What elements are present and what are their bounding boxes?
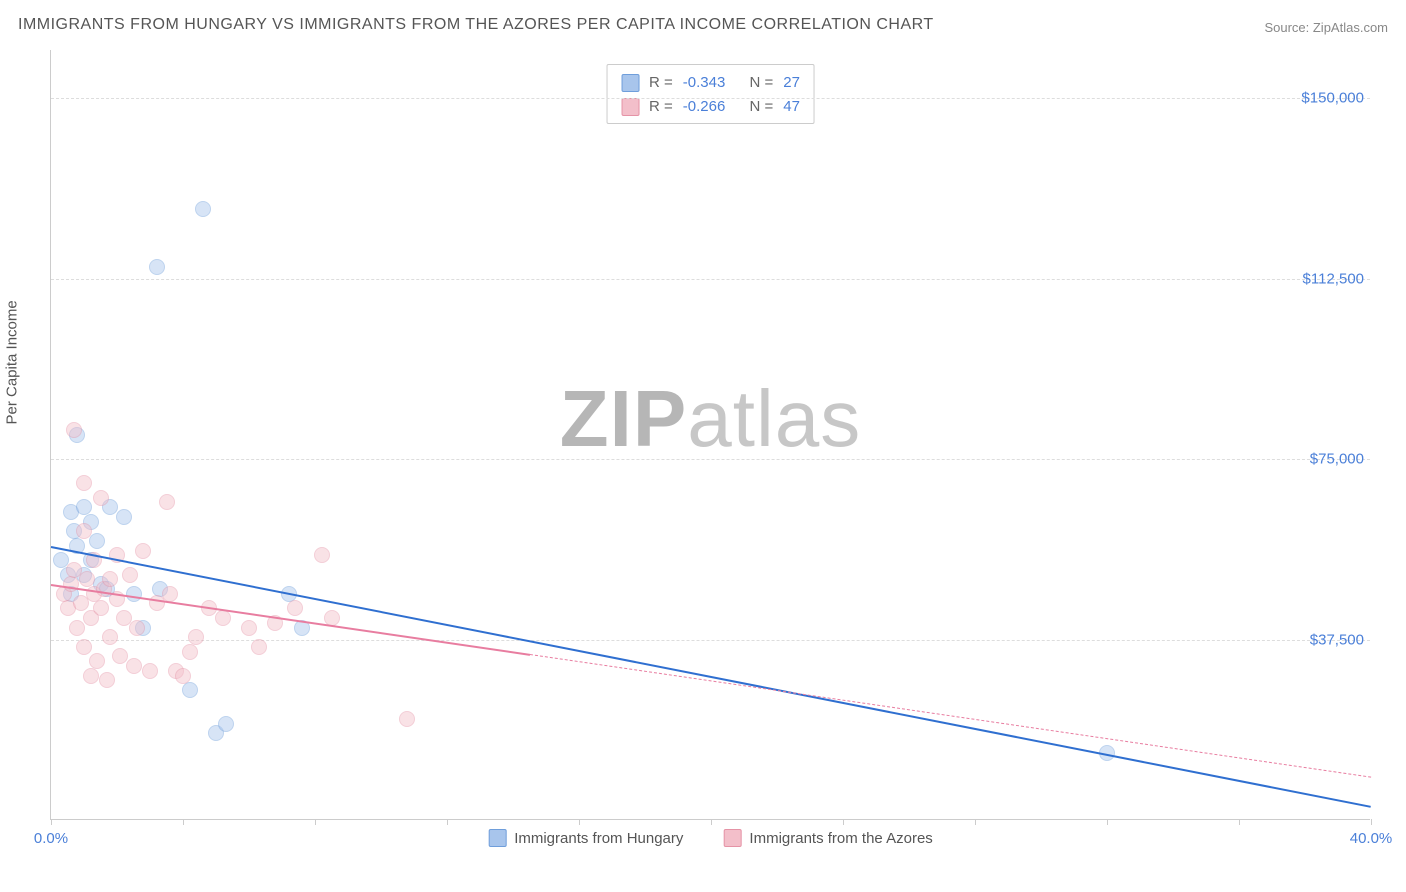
x-tick	[843, 819, 844, 825]
chart-title: IMMIGRANTS FROM HUNGARY VS IMMIGRANTS FR…	[18, 16, 934, 34]
scatter-point	[135, 543, 151, 559]
x-tick-label: 40.0%	[1350, 830, 1393, 847]
x-tick	[1371, 819, 1372, 825]
scatter-point	[218, 716, 234, 732]
bottom-legend: Immigrants from Hungary Immigrants from …	[488, 829, 933, 847]
scatter-point	[241, 620, 257, 636]
scatter-point	[142, 663, 158, 679]
scatter-point	[102, 571, 118, 587]
y-tick-label: $112,500	[1274, 270, 1364, 287]
legend-swatch-hungary	[488, 829, 506, 847]
scatter-point	[182, 644, 198, 660]
x-tick	[183, 819, 184, 825]
scatter-point	[116, 509, 132, 525]
scatter-point	[76, 475, 92, 491]
scatter-point	[215, 610, 231, 626]
chart-plot-area: ZIPatlas R = -0.343 N = 27 R = -0.266 N …	[50, 50, 1370, 820]
x-tick-label: 0.0%	[34, 830, 68, 847]
scatter-point	[287, 600, 303, 616]
scatter-point	[149, 259, 165, 275]
x-tick	[579, 819, 580, 825]
scatter-point	[83, 668, 99, 684]
scatter-point	[76, 523, 92, 539]
stat-legend-box: R = -0.343 N = 27 R = -0.266 N = 47	[606, 64, 815, 124]
scatter-point	[159, 494, 175, 510]
bottom-legend-item: Immigrants from Hungary	[488, 829, 683, 847]
source-label: Source: ZipAtlas.com	[1264, 20, 1388, 35]
scatter-point	[102, 629, 118, 645]
y-tick-label: $75,000	[1274, 451, 1364, 468]
legend-label-azores: Immigrants from the Azores	[749, 830, 932, 847]
scatter-point	[175, 668, 191, 684]
x-tick	[975, 819, 976, 825]
x-tick	[51, 819, 52, 825]
scatter-point	[314, 547, 330, 563]
x-tick	[1239, 819, 1240, 825]
scatter-point	[93, 600, 109, 616]
x-tick	[447, 819, 448, 825]
x-tick	[711, 819, 712, 825]
gridline	[51, 279, 1370, 280]
watermark: ZIPatlas	[560, 373, 861, 465]
n-label: N =	[750, 71, 774, 95]
legend-swatch-hungary	[621, 74, 639, 92]
scatter-point	[399, 711, 415, 727]
scatter-point	[129, 620, 145, 636]
scatter-point	[76, 639, 92, 655]
scatter-point	[89, 533, 105, 549]
scatter-point	[182, 682, 198, 698]
regression-line	[529, 654, 1371, 778]
regression-line	[51, 546, 1371, 808]
scatter-point	[188, 629, 204, 645]
y-tick-label: $37,500	[1274, 631, 1364, 648]
scatter-point	[66, 422, 82, 438]
gridline	[51, 459, 1370, 460]
x-tick	[315, 819, 316, 825]
stat-legend-row: R = -0.343 N = 27	[621, 71, 800, 95]
bottom-legend-item: Immigrants from the Azores	[723, 829, 932, 847]
watermark-light: atlas	[687, 374, 861, 463]
y-tick-label: $150,000	[1274, 90, 1364, 107]
y-axis-title: Per Capita Income	[4, 300, 21, 424]
scatter-point	[126, 586, 142, 602]
scatter-point	[93, 490, 109, 506]
n-value-hungary: 27	[783, 71, 800, 95]
scatter-point	[162, 586, 178, 602]
legend-label-hungary: Immigrants from Hungary	[514, 830, 683, 847]
x-tick	[1107, 819, 1108, 825]
scatter-point	[251, 639, 267, 655]
r-value-hungary: -0.343	[683, 71, 726, 95]
gridline	[51, 640, 1370, 641]
gridline	[51, 98, 1370, 99]
scatter-point	[99, 672, 115, 688]
scatter-point	[89, 653, 105, 669]
r-label: R =	[649, 71, 673, 95]
scatter-point	[195, 201, 211, 217]
scatter-point	[122, 567, 138, 583]
scatter-point	[126, 658, 142, 674]
watermark-bold: ZIP	[560, 374, 687, 463]
legend-swatch-azores	[723, 829, 741, 847]
legend-swatch-azores	[621, 98, 639, 116]
